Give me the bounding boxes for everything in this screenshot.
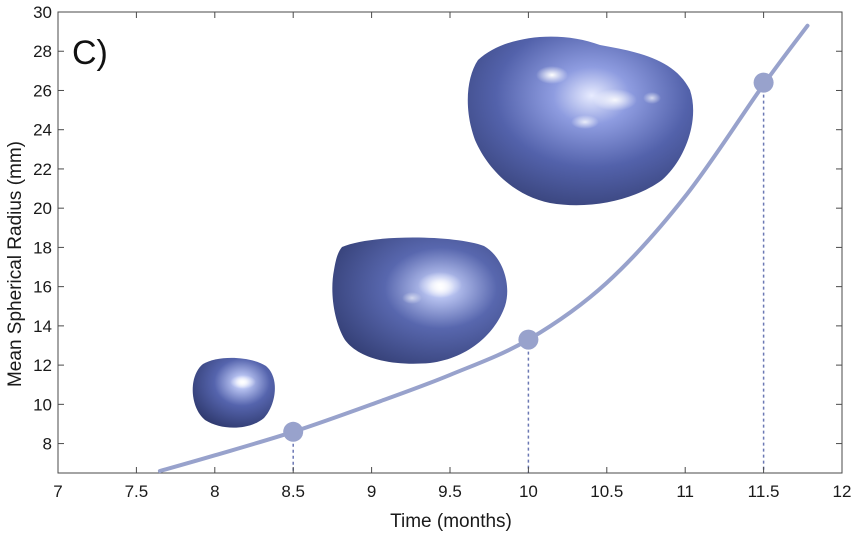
x-tick-label: 8: [210, 482, 219, 501]
tumor-renderings: [192, 36, 694, 428]
y-tick-label: 24: [33, 121, 52, 140]
tumor-medium-rendering: [332, 237, 508, 364]
y-tick-label: 16: [33, 278, 52, 297]
x-tick-label: 7.5: [125, 482, 149, 501]
y-axis-ticks: 8 10 12 14 16 18 20 22 24 26 28 30: [33, 3, 842, 454]
tumor-large-rendering: [467, 36, 694, 206]
x-tick-label: 12: [833, 482, 852, 501]
data-point-1: [283, 421, 304, 442]
y-tick-label: 14: [33, 317, 52, 336]
y-axis-title: Mean Spherical Radius (mm): [5, 141, 26, 387]
tumor-small-rendering: [192, 357, 275, 428]
x-tick-label: 11.5: [748, 482, 780, 501]
y-tick-label: 8: [43, 435, 52, 454]
data-point-2: [518, 329, 539, 350]
x-tick-label: 9.5: [438, 482, 462, 501]
y-tick-label: 20: [33, 199, 52, 218]
data-markers: [283, 72, 774, 442]
y-tick-label: 10: [33, 395, 52, 414]
x-tick-label: 10: [519, 482, 538, 501]
x-axis-title: Time (months): [390, 511, 512, 532]
data-point-3: [753, 72, 774, 93]
x-tick-label: 8.5: [281, 482, 305, 501]
y-tick-label: 18: [33, 238, 52, 257]
x-tick-label: 10.5: [590, 482, 623, 501]
x-tick-label: 9: [367, 482, 376, 501]
x-axis-ticks: 7 7.5 8 8.5 9 9.5 10 10.5 11 11.5 12: [53, 12, 851, 501]
y-tick-label: 28: [33, 42, 52, 61]
panel-label: C): [72, 34, 108, 72]
x-tick-label: 7: [53, 482, 62, 501]
x-tick-label: 11: [676, 482, 694, 501]
growth-curve-line: [157, 23, 810, 474]
y-tick-label: 12: [33, 356, 52, 375]
y-tick-label: 22: [33, 160, 52, 179]
y-tick-label: 26: [33, 81, 52, 100]
y-tick-label: 30: [33, 3, 52, 22]
